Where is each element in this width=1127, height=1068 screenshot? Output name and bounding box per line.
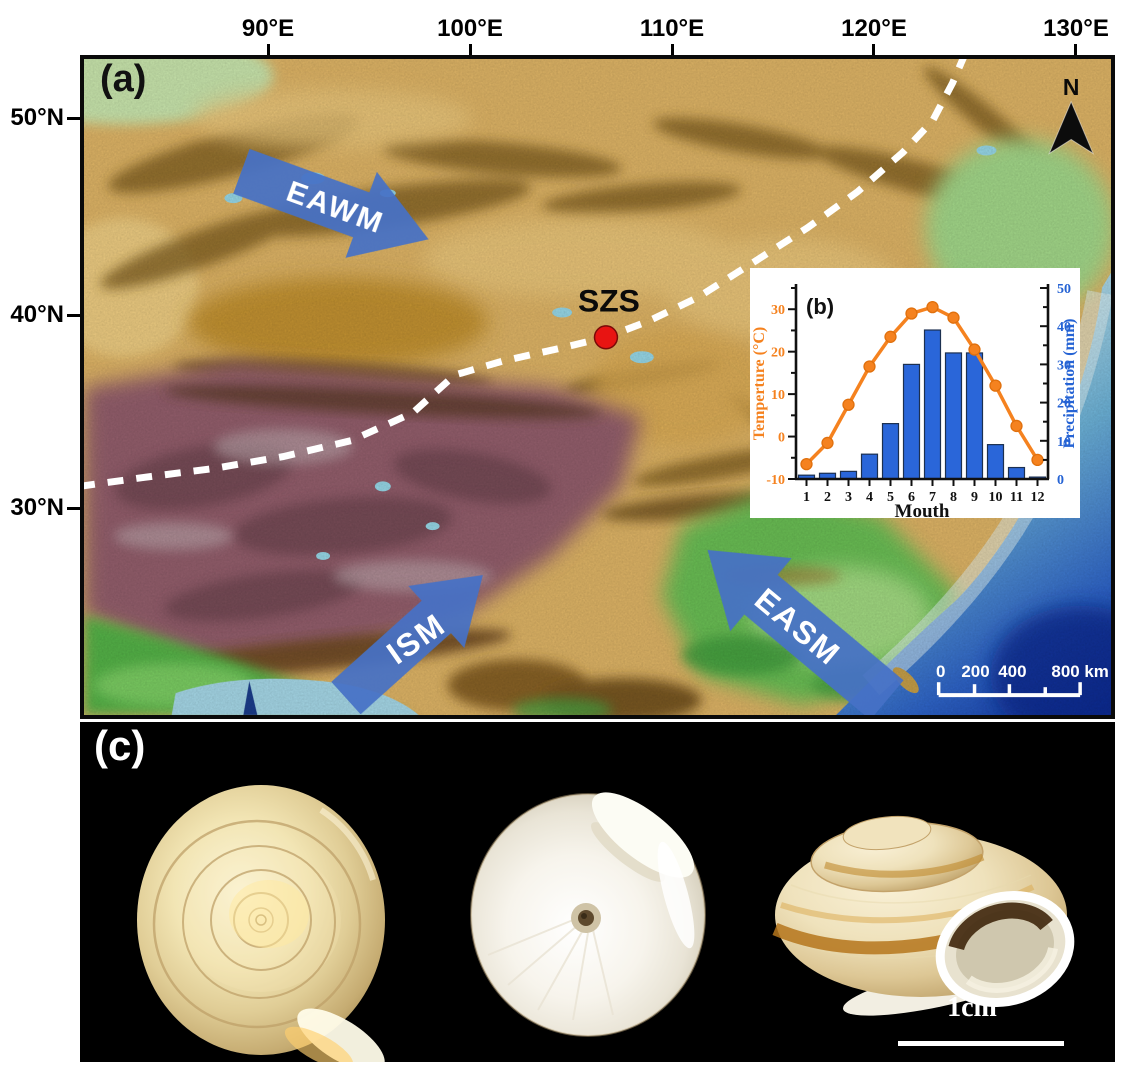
left-tick-label: 0 <box>778 431 785 446</box>
north-arrow: N <box>1048 74 1095 155</box>
easm-arrow <box>707 549 904 715</box>
photo-scale-bar <box>898 1041 1064 1046</box>
lon-tick <box>872 44 875 55</box>
left-axis-title: Temperture (°C) <box>751 327 768 440</box>
lon-tick <box>267 44 270 55</box>
ism-arrow <box>331 575 483 715</box>
monsoon-arrows <box>233 148 904 715</box>
lat-tick <box>67 314 80 317</box>
panel-b-label: (b) <box>806 294 834 319</box>
temperature-point <box>863 360 876 373</box>
x-tick-label: 4 <box>866 490 873 505</box>
lat-tick <box>67 507 80 510</box>
relief-map: EAWM ISM EASM SZS N 0 <box>84 59 1111 715</box>
x-tick-label: 12 <box>1031 490 1045 505</box>
map-panel: EAWM ISM EASM SZS N 0 <box>80 55 1115 719</box>
site-marker <box>593 325 619 350</box>
shell-photos <box>137 785 1075 1062</box>
right-tick-label: 40 <box>1057 320 1071 335</box>
lon-tick <box>671 44 674 55</box>
precip-bar <box>986 444 1005 480</box>
precip-bar <box>881 423 900 480</box>
scalebar-label: 0 <box>936 662 945 681</box>
precip-bar <box>860 453 879 480</box>
lon-tick <box>1074 44 1077 55</box>
lon-tick-label: 100°E <box>437 15 503 42</box>
right-tick-label: 0 <box>1057 473 1064 488</box>
precip-bar <box>1007 466 1026 480</box>
x-tick-label: 1 <box>803 490 810 505</box>
precip-bar <box>923 329 942 480</box>
right-axis-title: Precipitation (mm) <box>1061 319 1078 449</box>
shell-apical-view <box>137 785 385 1062</box>
x-tick-label: 10 <box>989 490 1003 505</box>
x-tick-label: 7 <box>929 490 936 505</box>
x-tick-label: 6 <box>908 490 915 505</box>
x-tick-label: 9 <box>971 490 978 505</box>
shell-photo-panel: (c) 1cm <box>80 722 1115 1062</box>
shell-apertural-view <box>772 815 1075 1016</box>
eawm-arrow <box>233 148 429 258</box>
temperature-point <box>905 307 918 320</box>
left-tick-label: 30 <box>771 303 785 318</box>
x-tick-label: 3 <box>845 490 852 505</box>
x-tick-label: 2 <box>824 490 831 505</box>
lon-tick-label: 90°E <box>241 15 295 42</box>
left-tick-label: -10 <box>766 473 785 488</box>
lat-tick <box>67 117 80 120</box>
shell-aperture <box>935 891 1075 1007</box>
left-tick-label: 10 <box>771 388 785 403</box>
x-tick-label: 8 <box>950 490 957 505</box>
right-tick-label: 10 <box>1057 435 1071 450</box>
x-tick-label: 11 <box>1010 490 1023 505</box>
right-tick-label: 50 <box>1057 282 1071 297</box>
temperature-point <box>821 436 834 450</box>
panel-c-label: (c) <box>94 722 146 769</box>
precip-bar <box>902 363 921 480</box>
scalebar-label: 800 km <box>1051 662 1108 681</box>
lat-tick-label: 40°N <box>10 301 64 328</box>
right-tick-label: 30 <box>1057 358 1071 373</box>
scalebar-label: 200 <box>961 662 989 681</box>
temperature-line <box>805 305 1039 466</box>
temperature-point <box>926 300 939 314</box>
precip-bar <box>944 352 963 480</box>
climate-inset-panel: -10 0 10 20 30 0 10 20 30 40 50 1 2 3 4 5 6 7 8 9 10 11 12 Mout… <box>750 268 1080 522</box>
lat-tick-label: 50°N <box>10 104 64 131</box>
photo-scale-label: 1cm <box>947 992 997 1023</box>
lon-tick-label: 120°E <box>841 15 907 42</box>
scalebar-label: 400 <box>998 662 1026 681</box>
temperature-point <box>989 379 1002 392</box>
temperature-point <box>1031 453 1044 467</box>
terrain-shading <box>84 59 1111 715</box>
temperature-point <box>800 457 813 471</box>
x-tick-label: 5 <box>887 490 894 505</box>
right-tick-label: 20 <box>1057 397 1071 412</box>
temperature-point <box>842 398 855 411</box>
shell-umbilical-view <box>470 792 706 1037</box>
site-label: SZS <box>578 282 640 318</box>
lat-tick-label: 30°N <box>10 494 64 521</box>
lon-tick-label: 130°E <box>1043 15 1109 42</box>
map-scalebar <box>936 682 1082 698</box>
lon-tick <box>469 44 472 55</box>
left-tick-label: 20 <box>771 346 785 361</box>
temperature-point <box>1010 419 1023 433</box>
north-arrow-label: N <box>1063 74 1080 100</box>
temperature-point <box>947 311 960 324</box>
x-axis-title: Mouth <box>895 501 950 518</box>
panel-a-label: (a) <box>100 58 147 100</box>
temperature-point <box>968 343 981 356</box>
lon-tick-label: 110°E <box>639 15 705 42</box>
precip-bar <box>965 352 984 480</box>
map-scalebar-labels: 0 200 400 800 km <box>936 662 1109 681</box>
temperature-point <box>884 330 897 343</box>
